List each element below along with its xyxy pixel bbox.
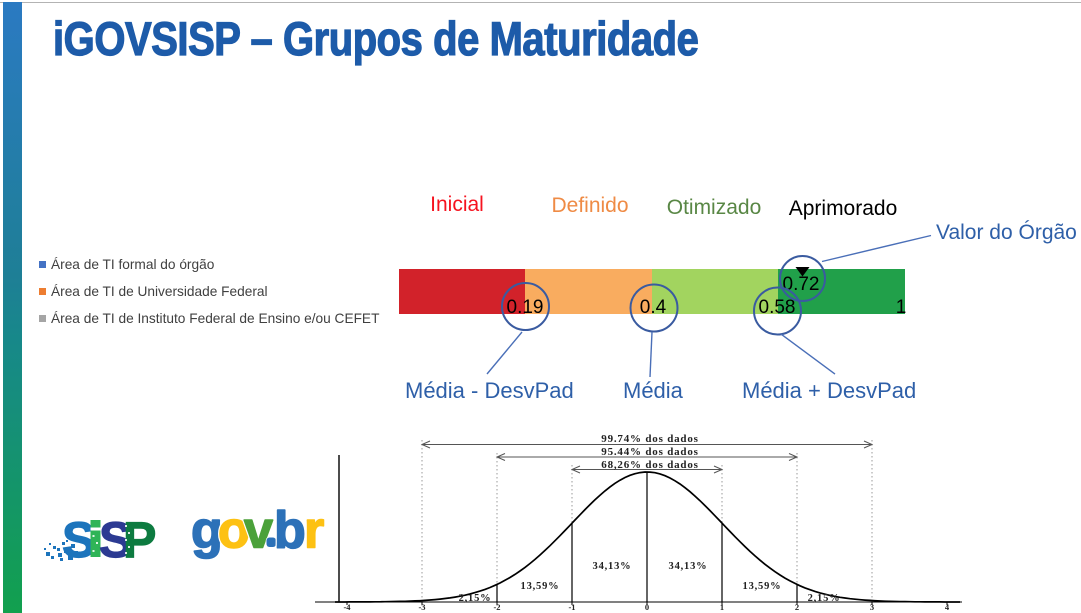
svg-text:P: P (123, 512, 156, 568)
svg-text:-4: -4 (343, 602, 351, 612)
svg-text:13,59%: 13,59% (743, 581, 782, 592)
svg-text:2,15%: 2,15% (808, 593, 841, 604)
svg-text:b: b (274, 502, 306, 560)
svg-text:34,13%: 34,13% (593, 561, 632, 572)
svg-text:S: S (99, 512, 132, 568)
svg-text:13,59%: 13,59% (521, 581, 560, 592)
svg-text:v: v (244, 502, 273, 560)
svg-text:4: 4 (945, 602, 950, 612)
svg-text:o: o (218, 502, 250, 560)
svg-text:S: S (62, 512, 95, 568)
svg-text:1: 1 (720, 602, 724, 612)
svg-text:g: g (191, 502, 223, 560)
svg-text:3: 3 (870, 602, 874, 612)
svg-text:o: o (218, 502, 250, 560)
svg-text:95.44% dos dados: 95.44% dos dados (601, 446, 698, 458)
svg-text:-3: -3 (418, 602, 425, 612)
svg-text:-2: -2 (493, 602, 500, 612)
svg-text:g: g (191, 502, 223, 560)
svg-text:34,13%: 34,13% (669, 561, 708, 572)
svg-text:r: r (304, 502, 324, 560)
svg-text:v: v (244, 502, 273, 560)
svg-text:2: 2 (795, 602, 799, 612)
svg-text:2,15%: 2,15% (459, 593, 492, 604)
svg-text:r: r (304, 502, 324, 560)
svg-text:68,26% dos dados: 68,26% dos dados (601, 459, 698, 471)
svg-text:-1: -1 (568, 602, 575, 612)
svg-text:b: b (274, 502, 306, 560)
svg-text:0: 0 (645, 602, 649, 612)
svg-text:99.74% dos dados: 99.74% dos dados (601, 433, 698, 445)
